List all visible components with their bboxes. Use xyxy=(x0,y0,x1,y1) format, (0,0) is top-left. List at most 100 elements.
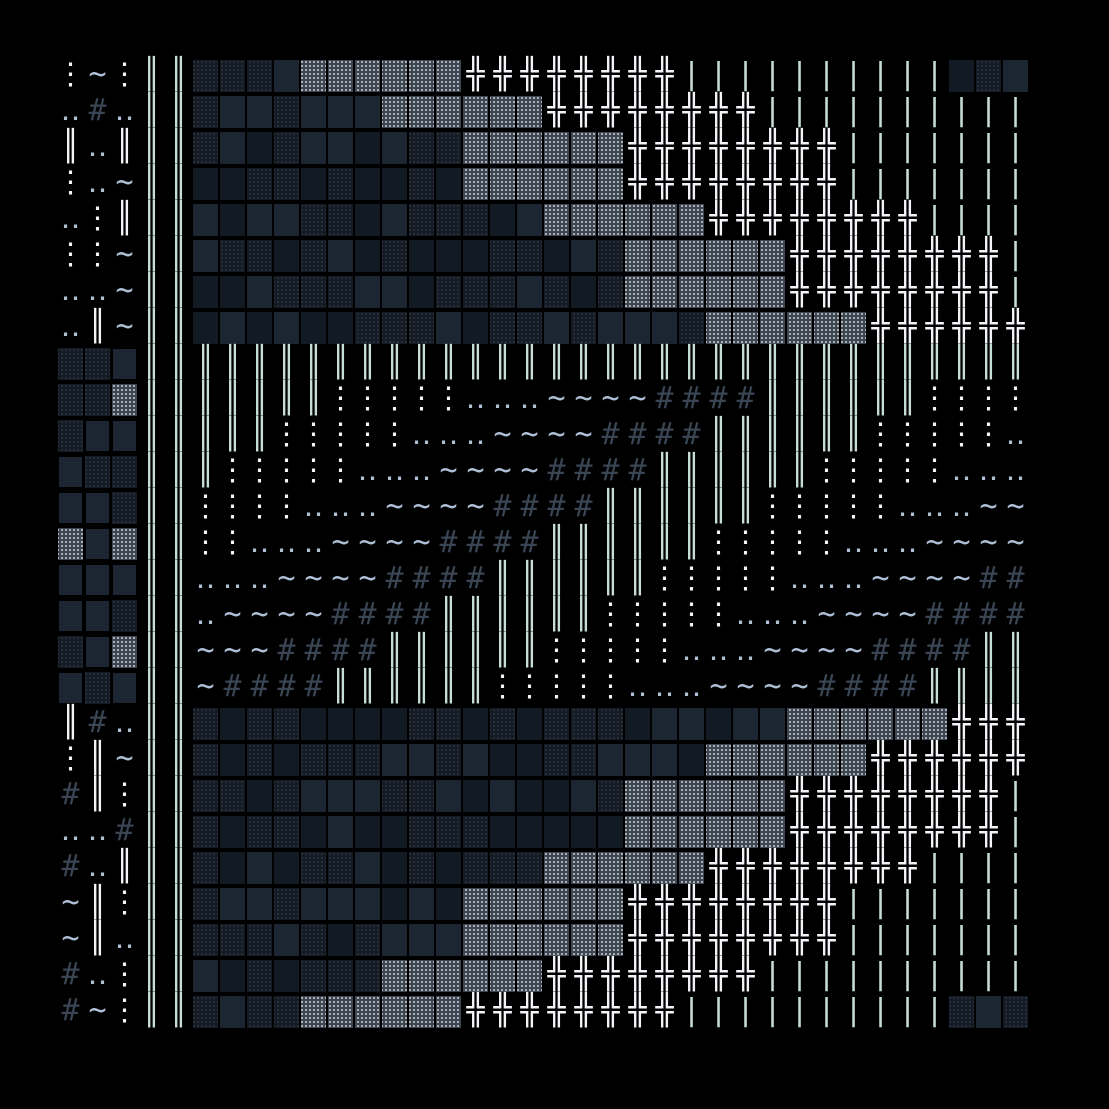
tilde-glyph: ~ xyxy=(547,417,565,452)
cross-glyph: ╬ xyxy=(627,955,647,992)
bar-glyph: | xyxy=(790,93,808,128)
colon_dots-glyph: ⋮ xyxy=(245,453,275,488)
cross-glyph: ╬ xyxy=(924,775,944,812)
double-bar-divider: ║ xyxy=(169,199,187,236)
dot-texture xyxy=(760,780,785,812)
colon_dots-glyph: ⋮ xyxy=(704,525,734,560)
colon_dots-glyph: ⋮ xyxy=(110,885,140,920)
cross-glyph: ╬ xyxy=(627,55,647,92)
dark-block xyxy=(463,312,488,344)
dot-texture xyxy=(814,744,839,776)
hash-glyph: # xyxy=(952,633,970,668)
dot-texture xyxy=(355,960,380,992)
bar-glyph: | xyxy=(979,885,997,920)
dot-texture xyxy=(409,60,434,92)
bar-glyph: | xyxy=(952,921,970,956)
cross-glyph: ╬ xyxy=(951,703,971,740)
dot-texture xyxy=(193,744,218,776)
cross-glyph: ╬ xyxy=(816,847,836,884)
double-bar-divider: ║ xyxy=(169,379,187,416)
double-bar-divider: ║ xyxy=(169,307,187,344)
cross-glyph: ╬ xyxy=(816,199,836,236)
dark-block xyxy=(625,708,650,740)
double_bar-glyph: ║ xyxy=(358,667,376,704)
double_bar-glyph: ║ xyxy=(682,451,700,488)
dark-block xyxy=(193,312,218,344)
cross-glyph: ╬ xyxy=(681,883,701,920)
dot-texture xyxy=(247,708,272,740)
colon_dots-glyph: ⋮ xyxy=(542,669,572,704)
double_bar-glyph: ║ xyxy=(790,343,808,380)
dark-block xyxy=(86,493,109,523)
double_bar-glyph: ║ xyxy=(88,775,106,812)
double_bar-glyph: ║ xyxy=(709,415,727,452)
dark-block xyxy=(193,960,218,992)
dark-block xyxy=(220,132,245,164)
tilde-glyph: ~ xyxy=(115,309,133,344)
double_bar-glyph: ║ xyxy=(547,595,565,632)
dot-texture xyxy=(220,780,245,812)
double_bar-glyph: ║ xyxy=(682,487,700,524)
cross-glyph: ╬ xyxy=(897,811,917,848)
dot-texture xyxy=(1003,996,1028,1028)
tilde-glyph: ~ xyxy=(520,417,538,452)
cross-glyph: ╬ xyxy=(465,991,485,1028)
tilde-glyph: ~ xyxy=(466,453,484,488)
bar-glyph: | xyxy=(925,957,943,992)
dot-texture xyxy=(706,276,731,308)
colon_dots-glyph: ⋮ xyxy=(488,669,518,704)
double-bar-divider: ║ xyxy=(169,523,187,560)
cross-glyph: ╬ xyxy=(762,199,782,236)
hash-glyph: # xyxy=(736,381,754,416)
dot-texture xyxy=(463,204,488,236)
dots-glyph: ‥ xyxy=(60,309,80,344)
colon_dots-glyph: ⋮ xyxy=(758,489,788,524)
dot-texture xyxy=(193,96,218,128)
cross-glyph: ╬ xyxy=(627,127,647,164)
bar-glyph: | xyxy=(925,57,943,92)
tilde-glyph: ~ xyxy=(952,561,970,596)
double-bar-divider: ║ xyxy=(142,127,160,164)
dot-texture xyxy=(355,744,380,776)
colon_dots-glyph: ⋮ xyxy=(866,489,896,524)
dark-block xyxy=(193,204,218,236)
dot-texture xyxy=(571,168,596,200)
dot-texture xyxy=(328,60,353,92)
dark-block xyxy=(328,240,353,272)
tilde-glyph: ~ xyxy=(979,489,997,524)
dark-block xyxy=(301,312,326,344)
dots-glyph: ‥ xyxy=(60,201,80,236)
tilde-glyph: ~ xyxy=(736,669,754,704)
dot-texture xyxy=(463,924,488,956)
dot-texture xyxy=(733,312,758,344)
hash-glyph: # xyxy=(547,489,565,524)
double_bar-glyph: ║ xyxy=(979,667,997,704)
dark-block xyxy=(274,240,299,272)
dots-glyph: ‥ xyxy=(465,417,485,452)
dot-texture xyxy=(652,204,677,236)
dot-texture xyxy=(409,708,434,740)
tilde-glyph: ~ xyxy=(358,525,376,560)
double_bar-glyph: ║ xyxy=(520,595,538,632)
dot-texture xyxy=(544,924,569,956)
tilde-glyph: ~ xyxy=(466,489,484,524)
dark-block xyxy=(490,816,515,848)
dark-block xyxy=(517,204,542,236)
dark-block xyxy=(113,421,136,451)
dot-texture xyxy=(544,888,569,920)
dot-texture xyxy=(571,888,596,920)
hash-glyph: # xyxy=(223,669,241,704)
colon_dots-glyph: ⋮ xyxy=(299,453,329,488)
cross-glyph: ╬ xyxy=(789,847,809,884)
dot-texture xyxy=(193,60,218,92)
double_bar-glyph: ║ xyxy=(736,343,754,380)
double_bar-glyph: ║ xyxy=(520,343,538,380)
dots-glyph: ‥ xyxy=(816,561,836,596)
dark-block xyxy=(220,996,245,1028)
hash-glyph: # xyxy=(439,525,457,560)
double-bar-divider: ║ xyxy=(169,91,187,128)
dot-texture xyxy=(436,204,461,236)
bar-glyph: | xyxy=(925,201,943,236)
dark-block xyxy=(463,708,488,740)
double_bar-glyph: ║ xyxy=(358,343,376,380)
